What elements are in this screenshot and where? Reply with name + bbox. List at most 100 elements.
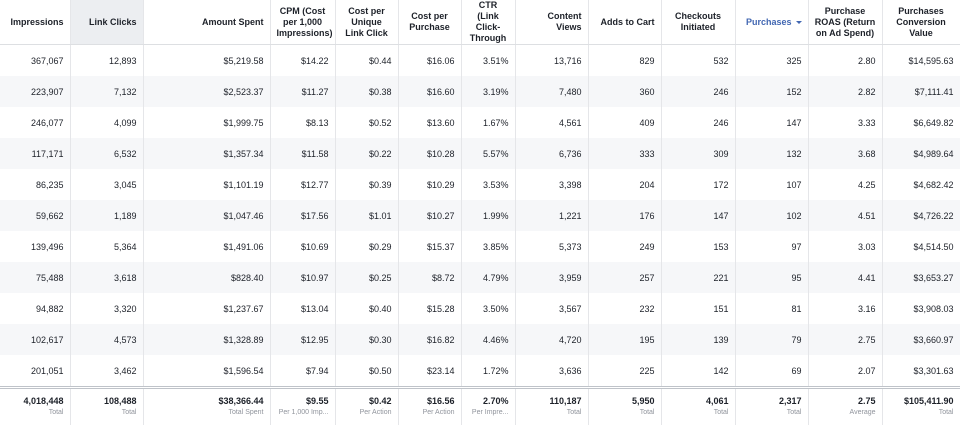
table-cell: $14,595.63 [882,44,960,76]
total-label: Per 1,000 Imp... [278,409,329,416]
table-cell: 532 [661,44,736,76]
table-cell: $0.29 [335,231,399,262]
table-cell: $0.22 [335,138,399,169]
table-cell: 151 [661,293,736,324]
total-value: $38,366.44 [218,396,264,406]
column-header[interactable]: CPM (Cost per 1,000 Impressions) [270,0,336,45]
table-cell: 172 [661,169,736,200]
table-cell: 246,077 [0,107,71,138]
table-cell: 221 [661,262,736,293]
table-cell: $1,101.19 [143,169,271,200]
table-cell: $4,682.42 [882,169,960,200]
column-header[interactable]: Purchases Conversion Value [882,0,960,45]
table-cell: $6,649.82 [882,107,960,138]
table-cell: 829 [588,44,662,76]
table-cell: 1.99% [461,200,516,231]
table-cell: $13.04 [270,293,336,324]
table-cell: 5,364 [70,231,144,262]
table-cell: 147 [735,107,809,138]
column-header[interactable]: Amount Spent [143,0,271,45]
total-label: Per Action [359,409,392,416]
table-cell: $1,357.34 [143,138,271,169]
column-header[interactable]: Content Views [515,0,589,45]
table-cell: $11.27 [270,76,336,107]
table-cell: $10.27 [398,200,462,231]
table-cell: 249 [588,231,662,262]
table-row[interactable]: 139,496 5,364 $1,491.06 $10.69 $0.29 $15.37 3.… [0,231,960,262]
table-cell: 6,736 [515,138,589,169]
table-cell: $3,908.03 [882,293,960,324]
table-cell: $10.28 [398,138,462,169]
table-cell: $828.40 [143,262,271,293]
table-cell: 3.50% [461,293,516,324]
table-cell: 3,398 [515,169,589,200]
table-cell: $12.77 [270,169,336,200]
total-cell: 2.75 Average [808,386,883,425]
table-cell: $12.95 [270,324,336,355]
table-cell: 176 [588,200,662,231]
table-cell: 3.53% [461,169,516,200]
table-cell: $10.97 [270,262,336,293]
total-label: Total [786,409,802,416]
table-cell: $1,237.67 [143,293,271,324]
total-label: Per Impre... [471,409,509,416]
table-cell: $10.29 [398,169,462,200]
total-label: Total Spent [228,409,264,416]
column-header[interactable]: Purchase ROAS (Return on Ad Spend) [808,0,883,45]
table-cell: 3.33 [808,107,883,138]
table-row[interactable]: 59,662 1,189 $1,047.46 $17.56 $1.01 $10.27 1.9… [0,200,960,231]
table-cell: $5,219.58 [143,44,271,76]
table-row[interactable]: 86,235 3,045 $1,101.19 $12.77 $0.39 $10.29 3.5… [0,169,960,200]
table-cell: 147 [661,200,736,231]
table-cell: $16.82 [398,324,462,355]
table-cell: 4,573 [70,324,144,355]
column-header[interactable]: Cost per Purchase [398,0,462,45]
total-value: 4,018,448 [23,396,64,406]
table-cell: $16.60 [398,76,462,107]
total-value: $16.56 [426,396,455,406]
table-row[interactable]: 94,882 3,320 $1,237.67 $13.04 $0.40 $15.28 3.5… [0,293,960,324]
column-header[interactable]: Purchases [735,0,809,45]
column-header[interactable]: Impressions [0,0,71,45]
table-cell: 3,462 [70,355,144,388]
table-cell: 95 [735,262,809,293]
table-row[interactable]: 75,488 3,618 $828.40 $10.97 $0.25 $8.72 4.79% 3… [0,262,960,293]
table-row[interactable]: 223,907 7,132 $2,523.37 $11.27 $0.38 $16.60 3.… [0,76,960,107]
column-header[interactable]: CTR (Link Click-Through [461,0,516,45]
total-label: Total [121,409,137,416]
total-cell: 4,018,448 Total [0,386,71,425]
table-cell: $3,653.27 [882,262,960,293]
table-cell: 3,320 [70,293,144,324]
table-cell: 3,636 [515,355,589,388]
table-cell: 1.72% [461,355,516,388]
table-cell: $11.58 [270,138,336,169]
table-cell: $0.39 [335,169,399,200]
table-cell: 367,067 [0,44,71,76]
table-cell: 97 [735,231,809,262]
total-cell: $0.42 Per Action [335,386,399,425]
table-cell: $7,111.41 [882,76,960,107]
table-row[interactable]: 367,067 12,893 $5,219.58 $14.22 $0.44 $16.06 3… [0,44,960,76]
table-body: 367,067 12,893 $5,219.58 $14.22 $0.44 $16.06 3… [0,44,960,388]
table-cell: $1,047.46 [143,200,271,231]
total-label: Average [849,409,876,416]
total-label: Total [566,409,582,416]
column-header[interactable]: Checkouts Initiated [661,0,736,45]
table-cell: 409 [588,107,662,138]
table-cell: $10.69 [270,231,336,262]
column-header[interactable]: Cost per Unique Link Click [335,0,399,45]
table-row[interactable]: 246,077 4,099 $1,999.75 $8.13 $0.52 $13.60 1.6… [0,107,960,138]
table-cell: 81 [735,293,809,324]
column-header[interactable]: Link Clicks [70,0,144,45]
total-cell: $105,411.90 Total [882,386,960,425]
table-cell: $0.40 [335,293,399,324]
column-header[interactable]: Adds to Cart [588,0,662,45]
table-cell: 132 [735,138,809,169]
table-row[interactable]: 201,051 3,462 $1,596.54 $7.94 $0.50 $23.14 1.7… [0,355,960,388]
table-row[interactable]: 102,617 4,573 $1,328.89 $12.95 $0.30 $16.82 4.… [0,324,960,355]
table-cell: $4,989.64 [882,138,960,169]
table-cell: 4.41 [808,262,883,293]
table-footer: 4,018,448 Total 108,488 Total $38,366.44 Tota… [0,386,960,425]
table-row[interactable]: 117,171 6,532 $1,357.34 $11.58 $0.22 $10.28 5.… [0,138,960,169]
